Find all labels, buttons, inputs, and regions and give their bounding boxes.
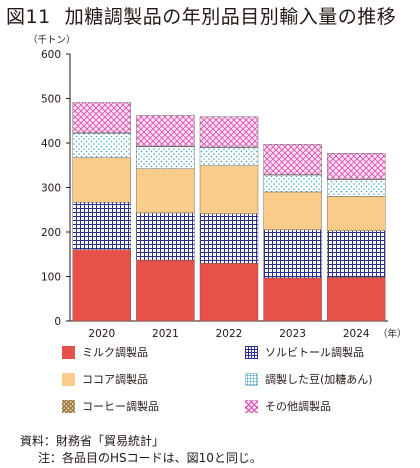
legend-item: 調製した豆(加糖あん) bbox=[245, 371, 373, 387]
legend-swatch bbox=[245, 399, 258, 413]
bar-segment bbox=[72, 201, 132, 250]
x-axis-unit: （年） bbox=[378, 328, 407, 340]
legend-swatch bbox=[245, 345, 258, 359]
figure-number: 図11 bbox=[6, 6, 51, 28]
x-tick-label: 2022 bbox=[216, 328, 243, 340]
stacked-bar-chart: 0 100 200 300 400 500 600 2020 2021 2022 2023 2024 （… bbox=[41, 49, 407, 340]
x-tick-label: 2023 bbox=[279, 328, 306, 340]
bar-segment bbox=[72, 249, 132, 322]
y-tick-label: 600 bbox=[41, 49, 61, 61]
bar-segment bbox=[199, 147, 259, 166]
x-tick-label: 2024 bbox=[343, 328, 370, 340]
legend-label: ミルク調製品 bbox=[82, 346, 148, 359]
source-line: 資料：財務省「貿易統計」 bbox=[20, 434, 165, 448]
legend-item: コーヒー調製品 bbox=[62, 398, 159, 414]
bar-segment bbox=[327, 179, 386, 197]
bar-segment bbox=[136, 259, 195, 322]
bar-segment bbox=[263, 191, 322, 230]
legend-label: ソルビトール調製品 bbox=[265, 346, 364, 359]
title-text: 加糖調製品の年別品目別輸入量の推移 bbox=[64, 6, 397, 28]
legend-item: ミルク調製品 bbox=[62, 344, 148, 360]
y-tick-label: 100 bbox=[41, 272, 61, 284]
bar-segment bbox=[327, 277, 386, 322]
legend-item: その他調製品 bbox=[245, 398, 331, 414]
bar-segment bbox=[136, 115, 195, 147]
bar-segment bbox=[72, 102, 132, 133]
source-notes: 資料：財務省「貿易統計」 注：各品目のHSコードは、図10と同じ。 bbox=[20, 433, 262, 467]
x-tick-label: 2021 bbox=[152, 328, 179, 340]
x-tick-label: 2020 bbox=[88, 328, 115, 340]
y-tick-label: 0 bbox=[54, 316, 61, 328]
legend-swatch bbox=[62, 372, 75, 386]
bar-segment bbox=[327, 230, 386, 278]
y-axis-unit: （千トン） bbox=[28, 35, 76, 46]
legend-label: その他調製品 bbox=[265, 400, 331, 413]
legend-label: 調製した豆(加糖あん) bbox=[265, 373, 373, 386]
bar-segment bbox=[199, 165, 259, 214]
legend-item: ココア調製品 bbox=[62, 371, 148, 387]
legend-swatch bbox=[62, 399, 75, 413]
bar-segment bbox=[327, 196, 386, 231]
bar-segment bbox=[327, 153, 386, 180]
y-tick-label: 300 bbox=[41, 183, 61, 195]
chart-title: 図11 加糖調製品の年別品目別輸入量の推移 bbox=[6, 2, 396, 29]
bar-segment bbox=[136, 212, 195, 261]
y-tick-label: 400 bbox=[41, 138, 61, 150]
y-tick-label: 200 bbox=[41, 227, 61, 239]
legend-swatch bbox=[62, 345, 75, 359]
legend-item: ソルビトール調製品 bbox=[245, 344, 364, 360]
bar-segment bbox=[263, 144, 322, 175]
legend-label: コーヒー調製品 bbox=[82, 400, 159, 413]
bar-segment bbox=[136, 168, 195, 214]
bar-segment bbox=[136, 146, 195, 170]
note-line: 注：各品目のHSコードは、図10と同じ。 bbox=[38, 451, 262, 465]
legend-label: ココア調製品 bbox=[82, 373, 148, 386]
bar-segment bbox=[263, 277, 322, 322]
bar-segment bbox=[72, 133, 132, 158]
bar-segment bbox=[199, 116, 259, 148]
bar-segment bbox=[263, 174, 322, 193]
bar-segment bbox=[72, 157, 132, 203]
bar-segment bbox=[199, 213, 259, 264]
bar-segment bbox=[199, 262, 259, 322]
legend-swatch bbox=[245, 372, 258, 386]
bar-segment bbox=[263, 229, 322, 279]
y-tick-label: 500 bbox=[41, 94, 61, 106]
